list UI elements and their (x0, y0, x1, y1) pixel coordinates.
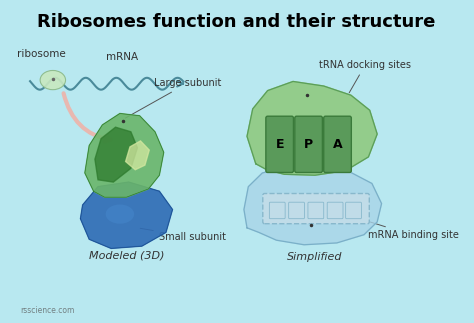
Text: rsscience.com: rsscience.com (20, 307, 75, 315)
FancyBboxPatch shape (327, 202, 343, 219)
Text: tRNA docking sites: tRNA docking sites (319, 60, 411, 93)
Text: Small subunit: Small subunit (140, 228, 226, 242)
FancyBboxPatch shape (263, 193, 369, 224)
Text: Modeled (3D): Modeled (3D) (89, 250, 164, 260)
FancyBboxPatch shape (289, 202, 304, 219)
Text: mRNA: mRNA (106, 52, 138, 62)
Polygon shape (81, 182, 173, 248)
Polygon shape (95, 127, 137, 182)
Text: Large subunit: Large subunit (126, 78, 221, 118)
Text: E: E (275, 138, 284, 151)
Text: P: P (304, 138, 313, 151)
Ellipse shape (40, 70, 65, 90)
FancyBboxPatch shape (295, 116, 322, 172)
Polygon shape (126, 141, 149, 170)
Ellipse shape (106, 204, 134, 224)
Text: A: A (333, 138, 342, 151)
Text: Simplified: Simplified (287, 252, 343, 262)
FancyBboxPatch shape (308, 202, 324, 219)
Text: Ribosomes function and their structure: Ribosomes function and their structure (37, 13, 435, 31)
FancyBboxPatch shape (324, 116, 351, 172)
Polygon shape (247, 81, 377, 175)
Polygon shape (85, 113, 164, 197)
FancyBboxPatch shape (266, 116, 293, 172)
FancyBboxPatch shape (346, 202, 361, 219)
Text: mRNA binding site: mRNA binding site (337, 212, 458, 240)
FancyBboxPatch shape (269, 202, 285, 219)
Text: ribosome: ribosome (17, 49, 65, 59)
Polygon shape (244, 167, 382, 245)
